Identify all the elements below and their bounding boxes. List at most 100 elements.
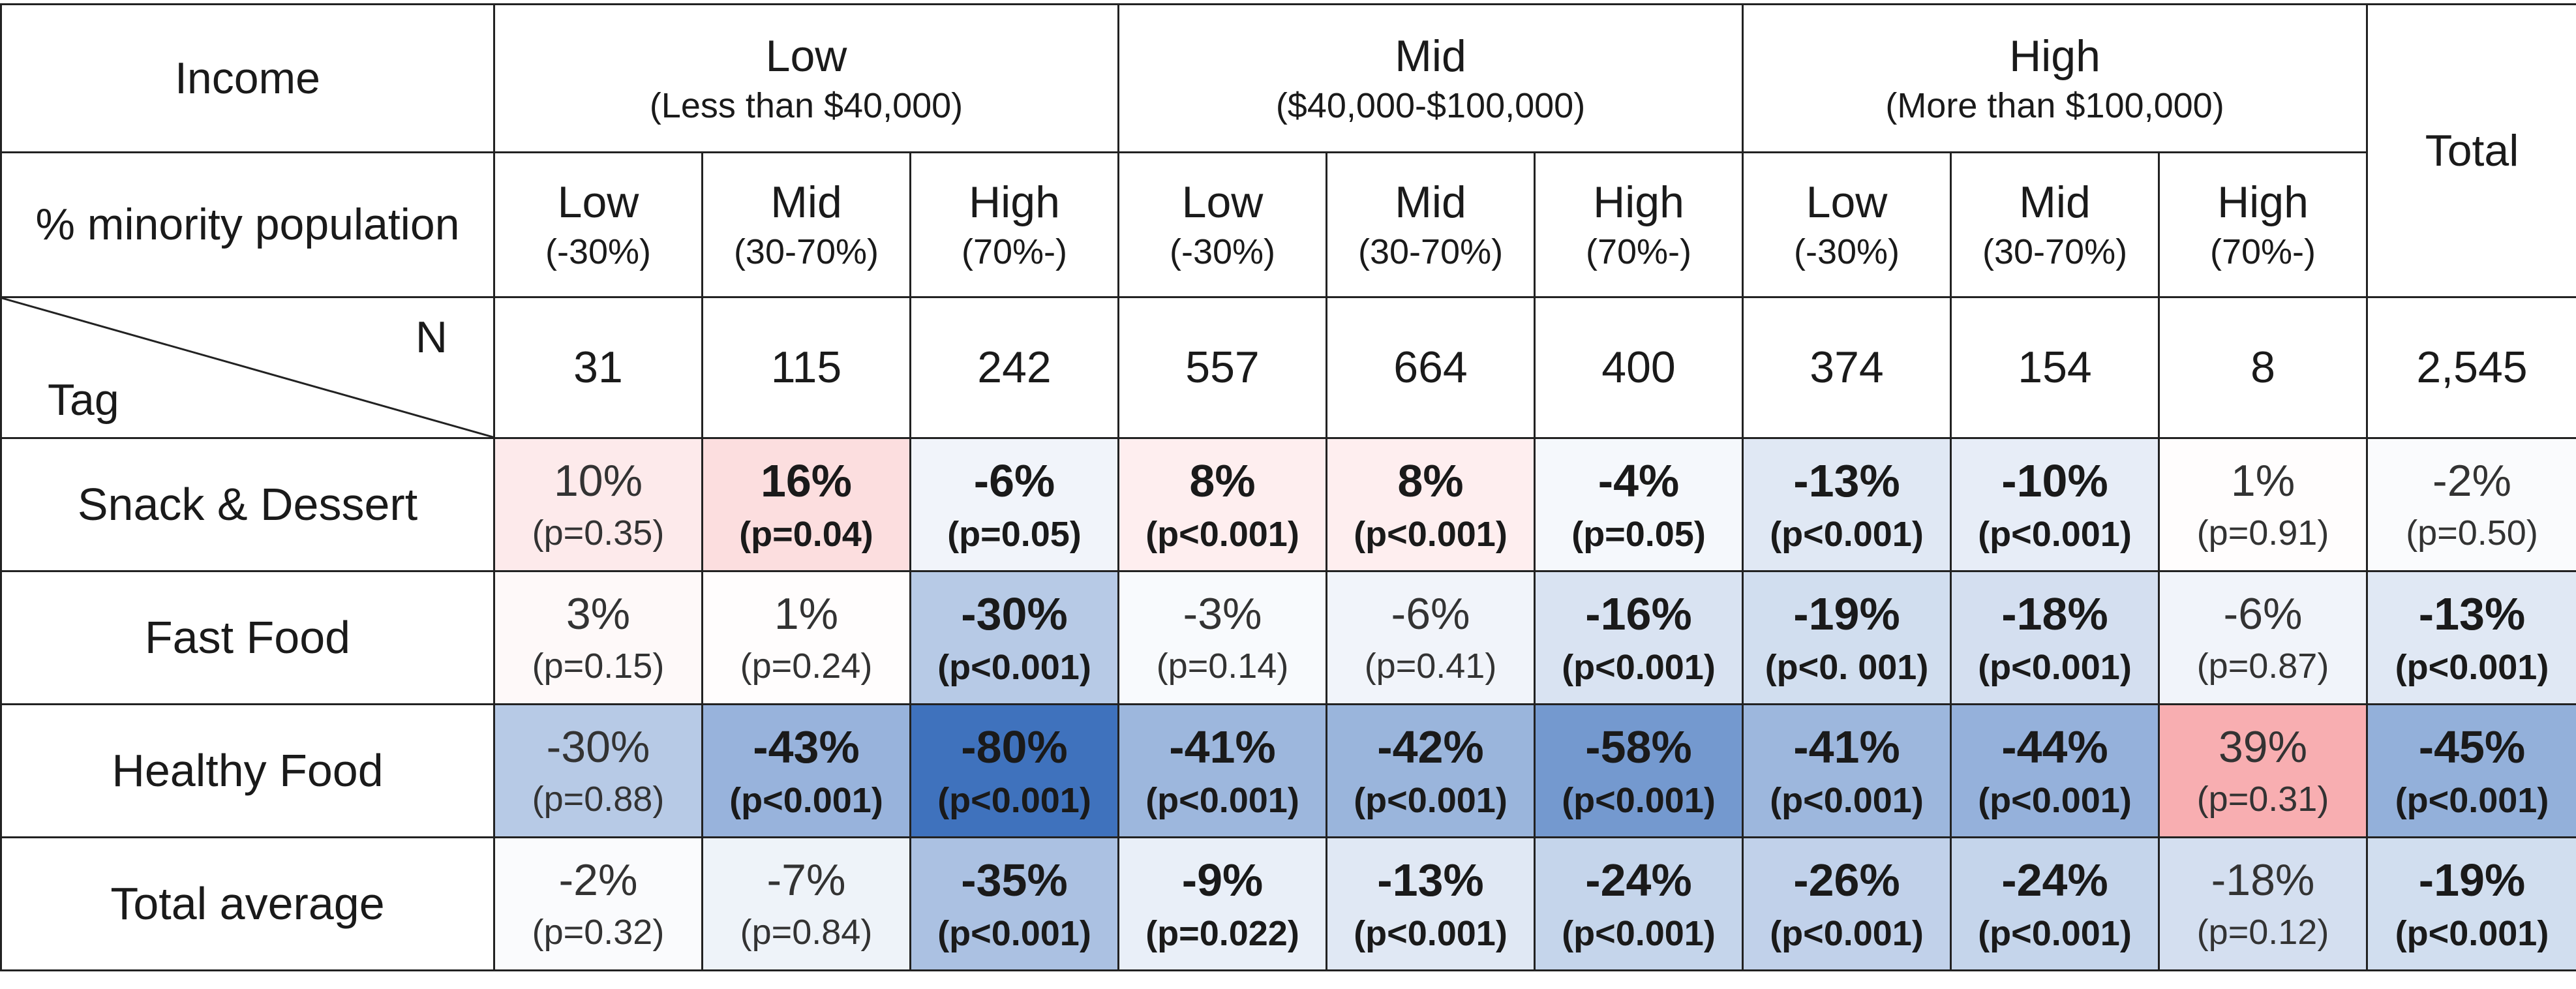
minority-group-name: High xyxy=(2217,177,2309,228)
cell-p-value: (p<0.001) xyxy=(1562,780,1716,820)
minority-group-header: High (70%-) xyxy=(2158,151,2369,298)
cell-p-value: (p=0.15) xyxy=(532,647,665,686)
sample-size-cell: 2,545 xyxy=(2366,296,2576,439)
cell-value: -30% xyxy=(961,588,1068,639)
minority-group-name: High xyxy=(1593,177,1684,228)
heatmap-cell: -44% (p<0.001) xyxy=(1950,703,2160,838)
table-row: Fast Food 3% (p=0.15) 1% (p=0.24) -30% (p<0.00… xyxy=(0,570,2576,705)
cell-value: -3% xyxy=(1183,589,1262,639)
cell-p-value: (p<0.001) xyxy=(1770,514,1924,554)
tag-label: Tag xyxy=(48,375,119,425)
cell-p-value: (p=0.84) xyxy=(740,913,873,952)
cell-p-value: (p<0.001) xyxy=(937,647,1091,687)
minority-group-header: Low (-30%) xyxy=(493,151,703,298)
cell-value: -19% xyxy=(1793,588,1900,639)
cell-p-value: (p=0.05) xyxy=(1571,514,1706,554)
cell-value: -6% xyxy=(1391,589,1470,639)
diagonal-divider xyxy=(2,298,493,437)
heatmap-cell: -3% (p=0.14) xyxy=(1117,570,1328,705)
cell-p-value: (p=0.14) xyxy=(1156,647,1289,686)
cell-p-value: (p=0.24) xyxy=(740,647,873,686)
cell-value: -26% xyxy=(1793,855,1900,905)
cell-value: 8% xyxy=(1397,455,1464,506)
sample-size-cell: 31 xyxy=(493,296,703,439)
sample-size-cell: 242 xyxy=(909,296,1120,439)
heatmap-cell: 10% (p=0.35) xyxy=(493,437,703,572)
heatmap-table: Income Low (Less than $40,000) Mid ($40,… xyxy=(0,3,2576,971)
heatmap-cell: 1% (p=0.91) xyxy=(2158,437,2369,572)
table-row: Healthy Food -30% (p=0.88) -43% (p<0.001) -80… xyxy=(0,703,2576,838)
income-group-range: (More than $100,000) xyxy=(1885,85,2224,125)
heatmap-cell: 39% (p=0.31) xyxy=(2158,703,2369,838)
cell-p-value: (p<0.001) xyxy=(1770,780,1924,820)
minority-group-header: Mid (30-70%) xyxy=(1326,151,1536,298)
minority-group-header: Low (-30%) xyxy=(1117,151,1328,298)
minority-group-name: Mid xyxy=(770,177,842,228)
cell-value: -58% xyxy=(1585,722,1692,772)
heatmap-cell: -58% (p<0.001) xyxy=(1534,703,1744,838)
cell-p-value: (p<0.001) xyxy=(1354,913,1508,953)
minority-group-header: Low (-30%) xyxy=(1742,151,1952,298)
heatmap-cell: -45% (p<0.001) xyxy=(2366,703,2576,838)
cell-value: -6% xyxy=(973,455,1055,506)
minority-group-name: Low xyxy=(1181,177,1264,228)
cell-value: -41% xyxy=(1793,722,1900,772)
income-group-name: Low xyxy=(765,31,847,81)
cell-p-value: (p=0.35) xyxy=(532,513,665,553)
heatmap-cell: -80% (p<0.001) xyxy=(909,703,1120,838)
heatmap-cell: -13% (p<0.001) xyxy=(1742,437,1952,572)
cell-value: -80% xyxy=(961,722,1068,772)
cell-value: -4% xyxy=(1598,455,1680,506)
cell-p-value: (p<0.001) xyxy=(1354,780,1508,820)
heatmap-cell: -43% (p<0.001) xyxy=(701,703,911,838)
minority-group-header: High (70%-) xyxy=(1534,151,1744,298)
sample-size-cell: 400 xyxy=(1534,296,1744,439)
row-tag-label: Healthy Food xyxy=(0,703,495,838)
header-row-income: Income Low (Less than $40,000) Mid ($40,… xyxy=(0,3,2576,298)
cell-value: -6% xyxy=(2223,589,2303,639)
total-header: Total xyxy=(2366,3,2576,298)
cell-value: -44% xyxy=(2001,722,2108,772)
cell-value: -16% xyxy=(1585,588,1692,639)
heatmap-cell: -26% (p<0.001) xyxy=(1742,836,1952,971)
cell-value: -7% xyxy=(766,855,846,905)
cell-p-value: (p=0.12) xyxy=(2196,913,2329,952)
heatmap-cell: -13% (p<0.001) xyxy=(2366,570,2576,705)
table-row: Total average -2% (p=0.32) -7% (p=0.84) -35% (… xyxy=(0,836,2576,971)
n-tag-corner-cell: N Tag xyxy=(0,296,495,439)
heatmap-cell: 1% (p=0.24) xyxy=(701,570,911,705)
cell-p-value: (p<0.001) xyxy=(2395,913,2549,953)
cell-value: -41% xyxy=(1169,722,1276,772)
income-group-name: High xyxy=(2009,31,2100,81)
heatmap-cell: -6% (p=0.05) xyxy=(909,437,1120,572)
cell-p-value: (p<0.001) xyxy=(1562,913,1716,953)
cell-p-value: (p<0.001) xyxy=(1978,514,2132,554)
cell-value: 1% xyxy=(774,589,839,639)
heatmap-cell: -35% (p<0.001) xyxy=(909,836,1120,971)
heatmap-cell: -24% (p<0.001) xyxy=(1950,836,2160,971)
income-group-name: Mid xyxy=(1395,31,1466,81)
heatmap-cell: -13% (p<0.001) xyxy=(1326,836,1536,971)
cell-value: -13% xyxy=(1377,855,1484,905)
cell-value: 16% xyxy=(760,455,853,506)
sample-size-cell: 154 xyxy=(1950,296,2160,439)
cell-value: -13% xyxy=(1793,455,1900,506)
minority-group-range: (70%-) xyxy=(2210,232,2316,272)
heatmap-cell: -10% (p<0.001) xyxy=(1950,437,2160,572)
n-label: N xyxy=(415,312,447,362)
sample-size-cell: 374 xyxy=(1742,296,1952,439)
heatmap-cell: -41% (p<0.001) xyxy=(1742,703,1952,838)
sample-size-cell: 115 xyxy=(701,296,911,439)
heatmap-cell: -30% (p=0.88) xyxy=(493,703,703,838)
heatmap-cell: -41% (p<0.001) xyxy=(1117,703,1328,838)
cell-p-value: (p=0.022) xyxy=(1145,913,1299,953)
heatmap-cell: -6% (p=0.41) xyxy=(1326,570,1536,705)
cell-value: -9% xyxy=(1181,855,1264,905)
heatmap-cell: -9% (p=0.022) xyxy=(1117,836,1328,971)
heatmap-cell: 8% (p<0.001) xyxy=(1117,437,1328,572)
minority-group-name: Mid xyxy=(1395,177,1466,228)
cell-value: -18% xyxy=(2211,855,2315,905)
heatmap-cell: -6% (p=0.87) xyxy=(2158,570,2369,705)
cell-p-value: (p<0.001) xyxy=(1770,913,1924,953)
header-row-minority: % minority population Low (-30%) Mid (30-70… xyxy=(0,151,2576,298)
